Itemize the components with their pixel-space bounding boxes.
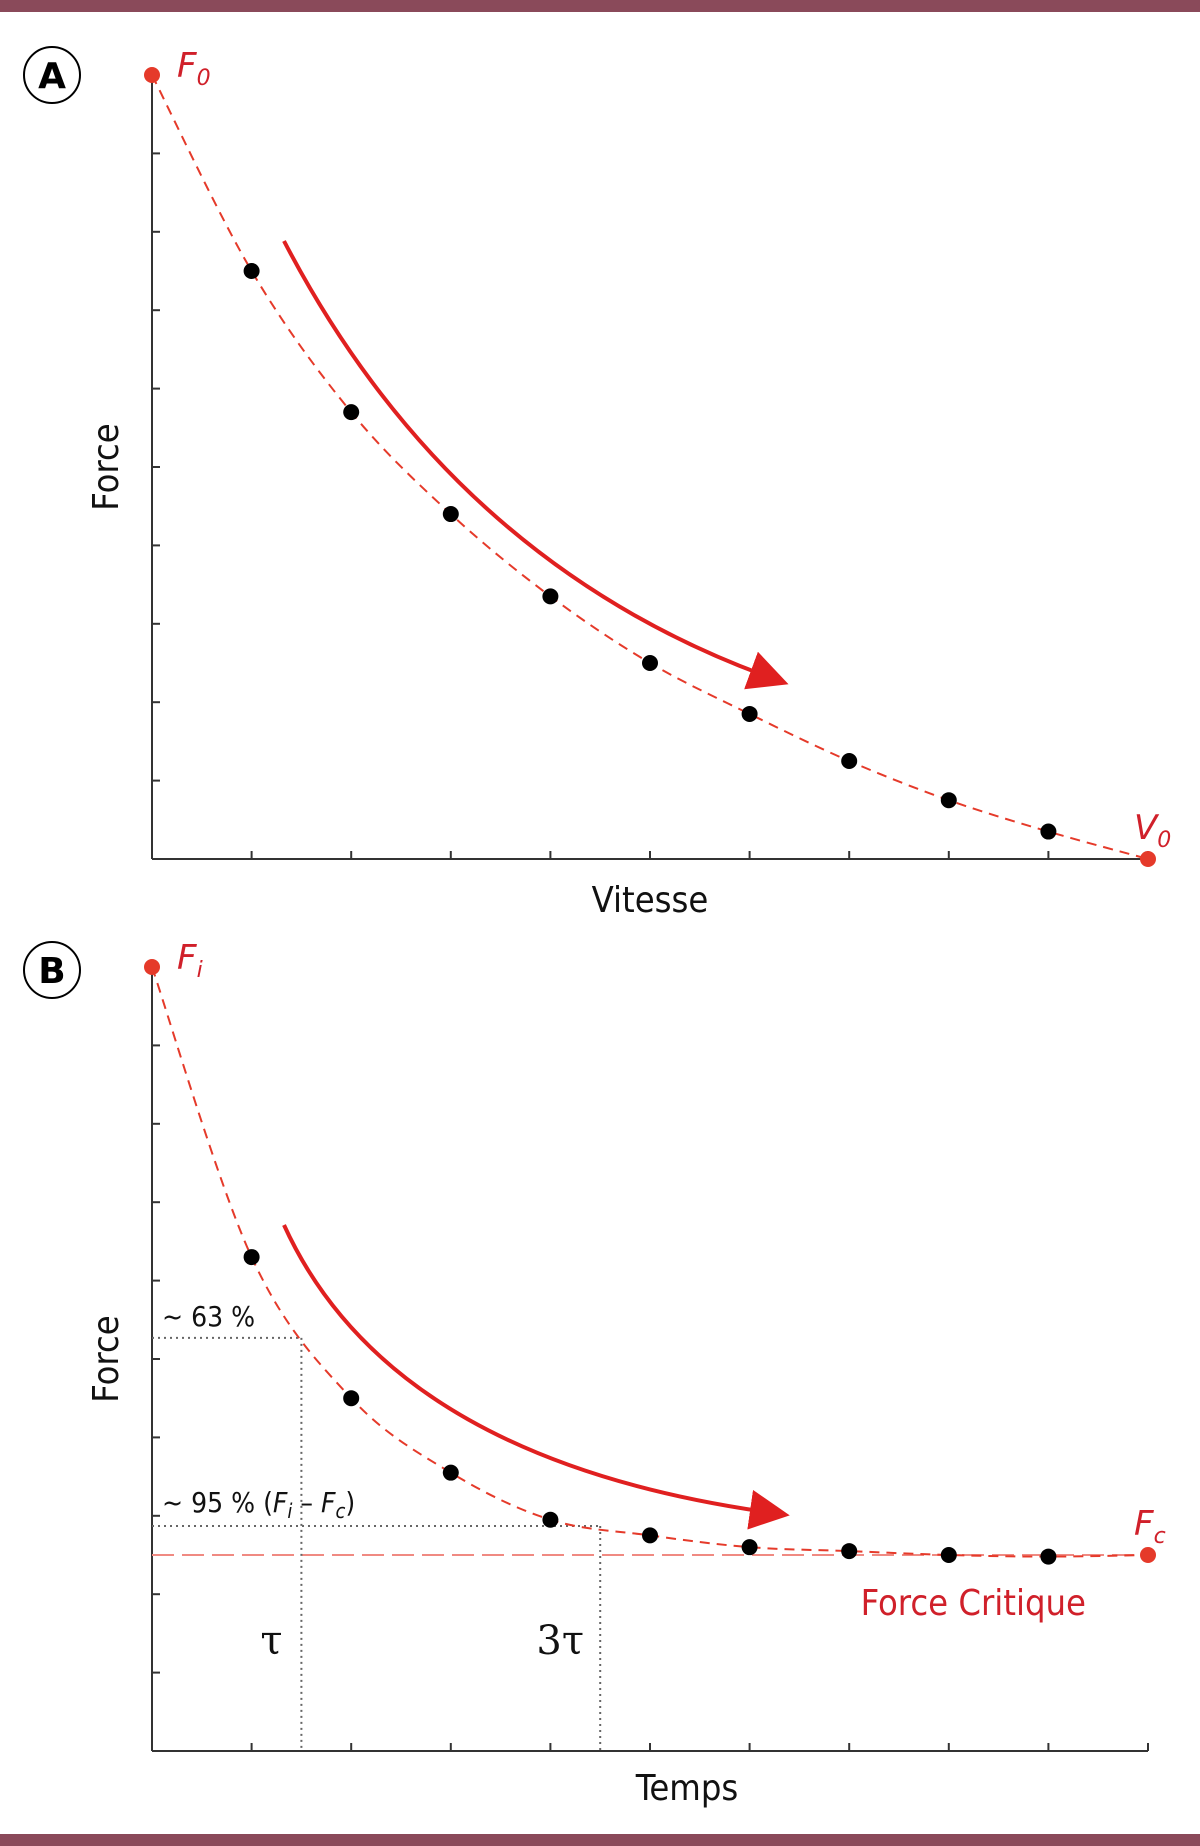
data-point xyxy=(1040,823,1057,840)
data-point xyxy=(442,1464,459,1481)
data-point xyxy=(841,1543,858,1560)
data-point xyxy=(442,506,459,523)
annotation-95-percent: ~ 95 % (Fi – Fc) xyxy=(162,1486,355,1523)
endpoint-label: F0 xyxy=(177,46,211,91)
panel-b-endpoints: Fi Fc xyxy=(144,938,1166,1563)
endpoint-marker xyxy=(144,67,160,83)
panel-b-guides xyxy=(152,1336,602,1751)
top-frame-bar xyxy=(0,0,1200,12)
panel-a-x-label: Vitesse xyxy=(592,880,709,921)
panel-a-badge: A xyxy=(23,46,81,104)
three-tau-marker-label: 3τ xyxy=(536,1618,584,1664)
panel-a-y-label: Force xyxy=(86,423,127,510)
data-point xyxy=(841,753,858,769)
data-point xyxy=(940,792,957,809)
data-point xyxy=(642,1527,658,1544)
panel-b-badge: B xyxy=(23,941,81,999)
panel-b-chart: B Fi Fc ~ 63 % ~ 95 % (Fi – Fc) τ 3τ Forc… xyxy=(23,938,1166,1809)
endpoint-label: Fc xyxy=(1134,1504,1166,1549)
data-point xyxy=(343,1390,360,1407)
tau-marker-label: τ xyxy=(260,1618,282,1664)
endpoint-marker xyxy=(1140,851,1156,867)
panel-a-chart: A F0 V0 Force Vitesse xyxy=(23,46,1171,921)
panel-b-letter: B xyxy=(38,951,65,992)
panel-b-y-label: Force xyxy=(86,1315,127,1402)
data-point xyxy=(542,1511,559,1528)
data-point xyxy=(243,263,260,279)
panel-a-ticks xyxy=(152,152,1149,859)
data-point xyxy=(343,404,360,421)
panel-b-fit-curve xyxy=(151,966,1149,1558)
panel-b-trend-arrow xyxy=(282,1224,790,1530)
data-point xyxy=(940,1547,957,1563)
data-point xyxy=(741,705,758,722)
panel-a-letter: A xyxy=(38,56,66,97)
panel-a-endpoints: F0 V0 xyxy=(144,46,1171,867)
data-point xyxy=(642,655,658,671)
critical-force-label: Force Critique xyxy=(861,1583,1086,1624)
data-point xyxy=(741,1539,758,1556)
endpoint-label: Fi xyxy=(177,938,203,983)
bottom-frame-bar xyxy=(0,1834,1200,1846)
panel-b-x-label: Temps xyxy=(635,1768,739,1809)
annotation-63-percent: ~ 63 % xyxy=(162,1300,255,1333)
data-point xyxy=(243,1249,260,1266)
panel-b-points xyxy=(243,1249,1057,1565)
panel-a-points xyxy=(243,263,1057,840)
panel-b-ticks xyxy=(152,1044,1149,1751)
data-point xyxy=(542,588,559,605)
panel-a-trend-arrow xyxy=(282,240,789,690)
panel-a-fit-curve xyxy=(151,74,1149,860)
data-point xyxy=(1040,1548,1057,1565)
endpoint-marker xyxy=(1140,1547,1156,1563)
endpoint-marker xyxy=(144,959,160,975)
endpoint-label: V0 xyxy=(1134,808,1171,853)
